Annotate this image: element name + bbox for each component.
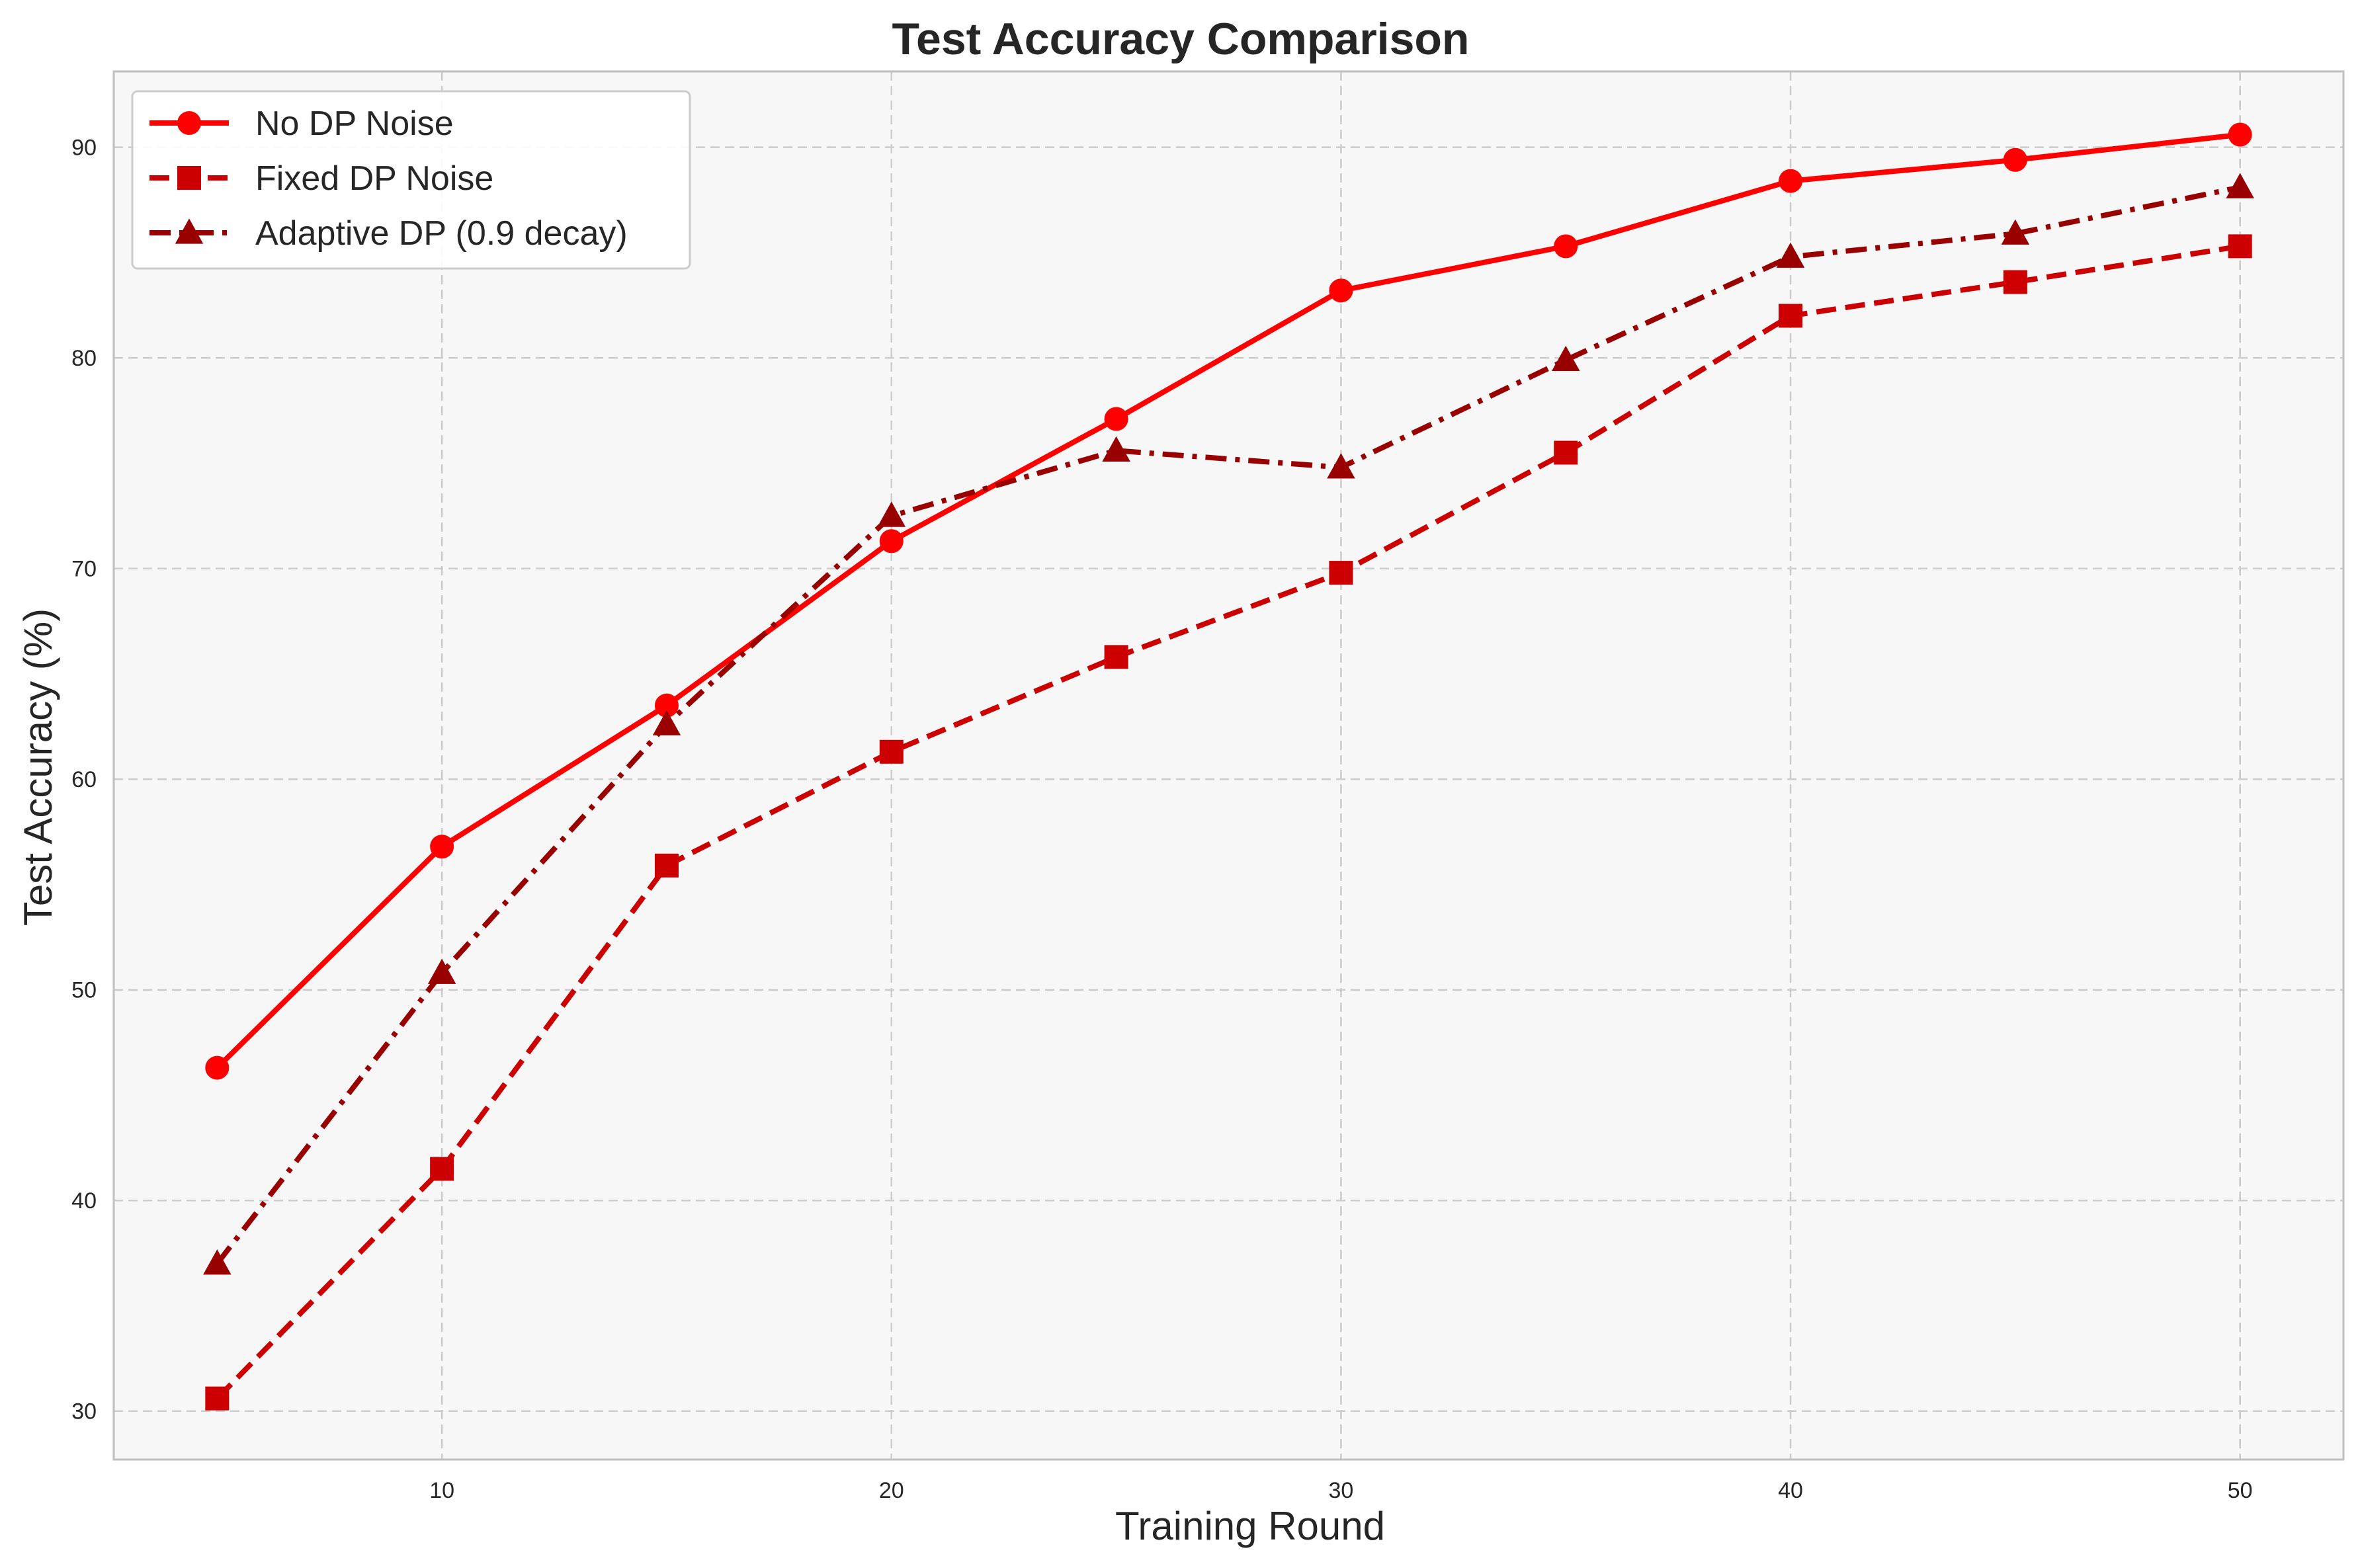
series-no-dp-noise (205, 122, 2252, 1080)
data-point-fixed-dp-noise (2228, 234, 2252, 259)
data-point-legend-no-dp-noise (177, 111, 201, 135)
plot-frame (112, 70, 2345, 1461)
data-point-no-dp-noise (2003, 147, 2027, 172)
legend-label-no-dp-noise: No DP Noise (255, 104, 454, 143)
data-point-adaptive-dp-0-9-decay (1102, 436, 1130, 462)
data-point-adaptive-dp-0-9-decay (203, 1249, 232, 1275)
x-tick-label: 50 (2228, 1478, 2253, 1503)
data-point-fixed-dp-noise (1104, 645, 1128, 669)
x-axis-label: Training Round (1115, 1504, 1385, 1548)
plot-area (114, 71, 2343, 1460)
series-adaptive-dp-0-9-decay (203, 173, 2254, 1275)
data-point-fixed-dp-noise (1779, 304, 1803, 328)
data-point-no-dp-noise (1554, 234, 1578, 259)
legend-box (131, 90, 691, 270)
y-tick-label: 90 (71, 136, 97, 161)
data-point-adaptive-dp-0-9-decay (2001, 219, 2030, 245)
legend: No DP Noise Fixed DP Noise Adaptive DP (0.… (131, 90, 691, 270)
data-point-no-dp-noise (205, 1055, 230, 1080)
data-point-fixed-dp-noise (1554, 440, 1578, 465)
legend-entry-no-dp-noise: No DP Noise (149, 104, 454, 143)
data-point-fixed-dp-noise (879, 739, 904, 764)
data-point-adaptive-dp-0-9-decay (652, 710, 681, 736)
data-point-no-dp-noise (879, 529, 904, 554)
x-tick-label: 20 (879, 1478, 904, 1503)
y-tick-label: 70 (71, 557, 97, 582)
data-point-no-dp-noise (430, 835, 454, 859)
y-tick-label: 80 (71, 346, 97, 371)
data-point-legend-fixed-dp-noise (177, 166, 201, 190)
series-fixed-dp-noise (205, 234, 2252, 1411)
series-line-no-dp-noise (215, 132, 2241, 1070)
x-tick-label: 10 (429, 1478, 454, 1503)
y-axis-label: Test Accuracy (%) (16, 608, 60, 926)
data-point-adaptive-dp-0-9-decay (1327, 453, 1355, 479)
data-point-fixed-dp-noise (205, 1386, 230, 1411)
series (203, 122, 2254, 1411)
data-point-fixed-dp-noise (430, 1157, 454, 1181)
x-tick-label: 30 (1328, 1478, 1353, 1503)
legend-label-adaptive-dp-0-9-decay: Adaptive DP (0.9 decay) (255, 214, 628, 253)
x-tick-label: 40 (1778, 1478, 1803, 1503)
data-point-no-dp-noise (1779, 169, 1803, 193)
data-point-legend-adaptive-dp-0-9-decay (175, 218, 204, 244)
legend-label-fixed-dp-noise: Fixed DP Noise (255, 159, 493, 198)
data-point-adaptive-dp-0-9-decay (2226, 173, 2254, 198)
series-line-adaptive-dp-0-9-decay (215, 185, 2241, 1266)
legend-entry-adaptive-dp-0-9-decay: Adaptive DP (0.9 decay) (149, 214, 628, 253)
data-point-no-dp-noise (2228, 122, 2252, 147)
legend-entry-fixed-dp-noise: Fixed DP Noise (149, 159, 493, 198)
y-tick-label: 40 (71, 1188, 97, 1214)
data-point-fixed-dp-noise (654, 853, 679, 878)
data-point-adaptive-dp-0-9-decay (877, 501, 906, 527)
y-tick-label: 60 (71, 767, 97, 792)
data-point-adaptive-dp-0-9-decay (1551, 345, 1580, 372)
chart-title: Test Accuracy Comparison (892, 14, 1470, 64)
data-point-fixed-dp-noise (2003, 270, 2027, 294)
series-line-fixed-dp-noise (215, 243, 2241, 1401)
data-point-adaptive-dp-0-9-decay (427, 958, 456, 984)
data-point-fixed-dp-noise (1329, 561, 1353, 585)
data-point-no-dp-noise (1104, 407, 1128, 431)
y-tick-label: 30 (71, 1399, 97, 1424)
data-point-adaptive-dp-0-9-decay (1776, 242, 1805, 268)
data-point-no-dp-noise (1329, 278, 1353, 303)
tick-labels: 10 20 30 40 50 30 40 50 60 70 80 90 (71, 136, 2252, 1503)
y-tick-label: 50 (71, 978, 97, 1003)
